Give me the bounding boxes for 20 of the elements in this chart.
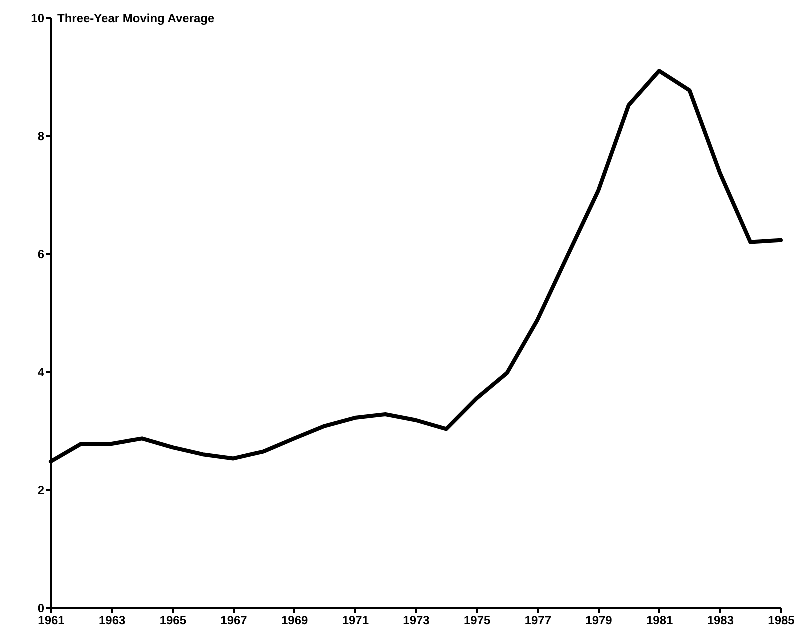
x-tick-label: 1979 bbox=[586, 614, 613, 628]
x-tick-label: 1975 bbox=[464, 614, 492, 628]
y-tick-label: 6 bbox=[38, 248, 45, 262]
y-axis-title: Three-Year Moving Average bbox=[58, 12, 215, 26]
y-tick-label: 4 bbox=[38, 366, 45, 380]
x-tick-label: 1977 bbox=[524, 614, 552, 628]
x-tick-label: 1973 bbox=[403, 614, 430, 628]
x-tick-label: 1967 bbox=[220, 614, 248, 628]
x-tick-label: 1969 bbox=[281, 614, 309, 628]
y-tick-label: 8 bbox=[38, 130, 45, 144]
x-tick-label: 1971 bbox=[342, 614, 370, 628]
y-tick-label: 2 bbox=[38, 484, 45, 498]
y-tick-label: 0 bbox=[38, 602, 45, 616]
x-tick-label: 1963 bbox=[98, 614, 126, 628]
x-tick-label: 1965 bbox=[160, 614, 187, 628]
y-tick-label: 10 bbox=[31, 12, 45, 26]
x-tick-label: 1981 bbox=[646, 614, 674, 628]
x-tick-label: 1983 bbox=[707, 614, 734, 628]
x-tick-label: 1985 bbox=[768, 614, 796, 628]
x-tick-label: 1961 bbox=[38, 614, 66, 628]
